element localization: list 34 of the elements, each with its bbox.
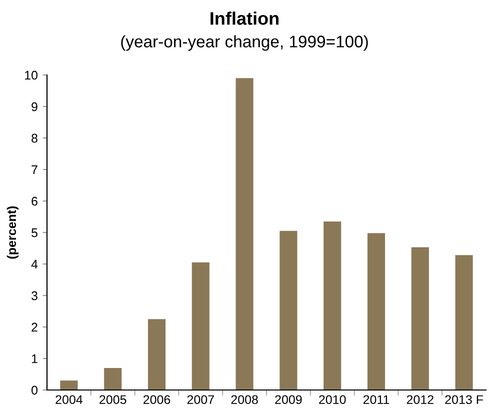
y-tick-label: 1 (32, 354, 38, 364)
bar (367, 233, 386, 390)
bar (324, 221, 342, 390)
bar (455, 255, 473, 390)
x-tick-label: 2004 (56, 395, 82, 404)
x-tick-label: 2009 (275, 395, 302, 404)
chart-subtitle: (year-on-year change, 1999=100) (121, 35, 368, 51)
x-tick-label: 2012 (406, 395, 434, 404)
bar (60, 380, 78, 390)
y-tick-label: 2 (32, 322, 38, 332)
x-tick-label: 2008 (231, 395, 258, 404)
chart-title: Inflation (210, 12, 278, 25)
bar (104, 368, 122, 390)
bar (192, 262, 210, 390)
x-tick-label: 2010 (319, 395, 346, 404)
x-tick-label: 2006 (143, 395, 170, 404)
x-tick-label: 2005 (100, 395, 126, 404)
y-tick-label: 8 (32, 134, 38, 143)
y-tick-label: 6 (32, 196, 38, 206)
bar (411, 247, 429, 390)
bar (280, 230, 298, 390)
y-tick-label: 3 (32, 291, 38, 300)
y-tick-label: 9 (32, 102, 38, 112)
y-axis-title: (percent) (6, 206, 19, 259)
y-tick-label: 5 (32, 228, 38, 238)
y-tick-label: 4 (31, 260, 38, 269)
x-tick-label: 2013 F (445, 395, 484, 404)
x-tick-label: 2007 (187, 395, 214, 404)
y-tick-label: 0 (32, 386, 38, 395)
bar (148, 319, 166, 390)
x-tick-label: 2011 (363, 395, 390, 404)
y-tick-label: 7 (32, 165, 38, 174)
y-tick-label: 10 (25, 70, 38, 80)
bar (236, 78, 254, 390)
